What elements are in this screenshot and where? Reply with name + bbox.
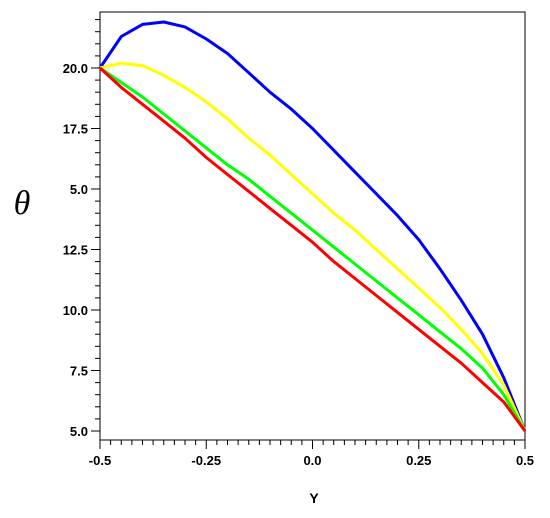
series-layer bbox=[98, 20, 527, 432]
y-tick-label: 17.5 bbox=[63, 122, 88, 137]
y-tick-label: 5.0 bbox=[70, 424, 88, 439]
y-tick-label: 7.5 bbox=[70, 364, 88, 379]
y-tick-label: 5.0 bbox=[70, 182, 88, 197]
x-axis-title: Y bbox=[309, 490, 319, 506]
x-tick-label: -0.5 bbox=[89, 453, 111, 468]
series-line-3 bbox=[99, 66, 527, 432]
x-tick-label: 0.0 bbox=[303, 453, 321, 468]
series-line-1 bbox=[98, 20, 527, 432]
y-axis: 5.0 7.5 10.0 12.5 5.0 17.5 20.0 bbox=[63, 19, 100, 439]
x-axis: -0.5 -0.25 0.0 0.25 0.5 bbox=[89, 440, 534, 468]
y-tick-label: 12.5 bbox=[63, 243, 88, 258]
y-tick-label: 10.0 bbox=[63, 303, 88, 318]
series-line-4 bbox=[98, 66, 527, 432]
x-tick-label: 0.5 bbox=[516, 453, 534, 468]
x-tick-label: -0.25 bbox=[191, 453, 221, 468]
y-tick-label: 20.0 bbox=[63, 61, 88, 76]
series-line-2 bbox=[99, 61, 527, 432]
y-axis-title: θ bbox=[14, 185, 31, 222]
x-tick-label: 0.25 bbox=[406, 453, 431, 468]
